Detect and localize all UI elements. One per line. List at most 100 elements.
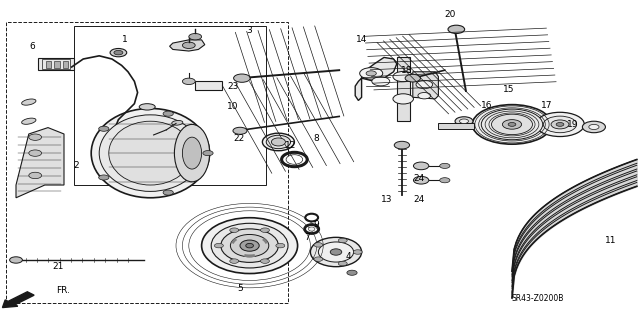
Circle shape <box>508 122 516 126</box>
Circle shape <box>440 163 450 168</box>
Text: 18: 18 <box>401 66 412 75</box>
Circle shape <box>10 257 22 263</box>
Circle shape <box>448 25 465 33</box>
Circle shape <box>29 134 42 140</box>
Text: FR.: FR. <box>56 286 70 295</box>
Circle shape <box>214 243 223 248</box>
Text: 6: 6 <box>29 42 35 51</box>
Text: 8: 8 <box>314 134 319 143</box>
Text: 12: 12 <box>285 141 296 150</box>
Bar <box>74 26 266 185</box>
Bar <box>46 61 51 68</box>
Circle shape <box>372 77 390 86</box>
Text: 9: 9 <box>314 220 319 229</box>
Bar <box>54 61 60 68</box>
Circle shape <box>230 259 239 263</box>
Circle shape <box>110 48 127 57</box>
Ellipse shape <box>140 104 155 110</box>
Circle shape <box>472 105 552 144</box>
Circle shape <box>182 42 195 48</box>
Ellipse shape <box>221 229 278 262</box>
Circle shape <box>99 126 109 131</box>
Ellipse shape <box>308 227 315 231</box>
Circle shape <box>163 190 173 195</box>
Text: 5: 5 <box>237 284 243 293</box>
Text: 11: 11 <box>605 236 617 245</box>
Text: 2: 2 <box>74 161 79 170</box>
Polygon shape <box>413 72 438 99</box>
Circle shape <box>339 238 348 243</box>
Circle shape <box>502 120 522 129</box>
Circle shape <box>556 122 564 126</box>
Polygon shape <box>16 128 64 198</box>
Circle shape <box>203 151 213 156</box>
Text: 17: 17 <box>541 101 553 110</box>
Ellipse shape <box>91 108 209 198</box>
Ellipse shape <box>230 234 269 257</box>
Text: 23: 23 <box>227 82 239 91</box>
Ellipse shape <box>211 223 288 268</box>
Circle shape <box>394 141 410 149</box>
Ellipse shape <box>286 155 303 164</box>
Ellipse shape <box>246 243 253 248</box>
Circle shape <box>339 261 348 266</box>
Ellipse shape <box>310 237 362 267</box>
Circle shape <box>405 74 420 82</box>
Ellipse shape <box>172 121 183 125</box>
Text: 22: 22 <box>234 134 245 143</box>
Text: 3: 3 <box>246 26 252 35</box>
Circle shape <box>29 172 42 179</box>
Circle shape <box>99 175 109 180</box>
Circle shape <box>233 127 247 134</box>
Circle shape <box>260 228 269 233</box>
Circle shape <box>440 178 450 183</box>
Circle shape <box>413 176 429 184</box>
Bar <box>38 58 74 70</box>
Circle shape <box>314 257 323 261</box>
Bar <box>195 81 222 90</box>
Circle shape <box>393 71 413 82</box>
Circle shape <box>393 94 413 104</box>
Text: 7: 7 <box>304 233 310 242</box>
Text: 19: 19 <box>567 120 579 129</box>
Ellipse shape <box>330 249 342 255</box>
Circle shape <box>492 114 532 135</box>
Circle shape <box>230 228 239 233</box>
Circle shape <box>163 111 173 116</box>
Bar <box>63 61 68 68</box>
Ellipse shape <box>319 242 354 262</box>
Bar <box>42 59 70 69</box>
Circle shape <box>551 120 569 129</box>
Ellipse shape <box>99 115 202 191</box>
Circle shape <box>260 259 269 263</box>
Text: 4: 4 <box>346 252 351 261</box>
Bar <box>438 123 474 129</box>
Ellipse shape <box>182 137 202 169</box>
Circle shape <box>455 117 473 126</box>
Circle shape <box>481 109 543 140</box>
Circle shape <box>582 121 605 133</box>
Circle shape <box>589 124 599 130</box>
Polygon shape <box>170 40 205 51</box>
Text: 13: 13 <box>381 195 393 204</box>
Text: 1: 1 <box>122 35 127 44</box>
Ellipse shape <box>271 138 285 146</box>
Circle shape <box>189 33 202 40</box>
Polygon shape <box>355 57 397 100</box>
Text: 24: 24 <box>413 174 425 183</box>
Ellipse shape <box>174 124 210 182</box>
Circle shape <box>234 74 250 82</box>
Polygon shape <box>397 57 410 121</box>
Text: 20: 20 <box>445 10 456 19</box>
FancyArrow shape <box>3 292 34 308</box>
Circle shape <box>460 119 468 123</box>
Circle shape <box>543 116 577 133</box>
Ellipse shape <box>240 240 259 251</box>
Ellipse shape <box>109 121 192 185</box>
Text: 15: 15 <box>503 85 515 94</box>
Bar <box>6 22 288 303</box>
Ellipse shape <box>22 99 36 105</box>
Circle shape <box>347 270 357 275</box>
Circle shape <box>314 243 323 247</box>
Circle shape <box>366 71 376 76</box>
